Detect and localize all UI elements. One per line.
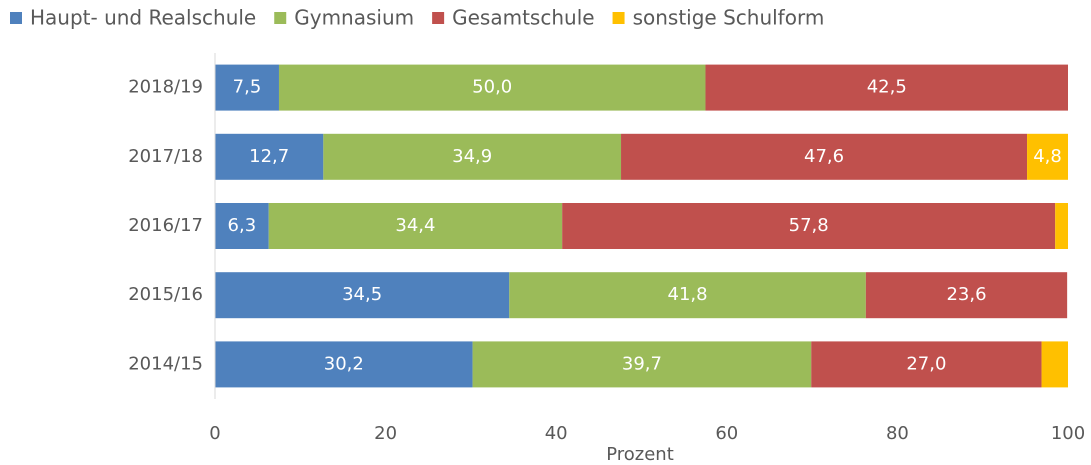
- x-tick-label: 80: [886, 423, 909, 444]
- x-tick-label: 60: [715, 423, 738, 444]
- legend-label: Gymnasium: [294, 6, 414, 30]
- value-label: 50,0: [472, 77, 512, 98]
- legend-swatch: [612, 12, 625, 24]
- value-label: 30,2: [324, 353, 364, 374]
- x-tick-label: 100: [1051, 423, 1085, 444]
- y-tick-label: 2015/16: [128, 284, 203, 305]
- bar-segment: [278, 64, 706, 111]
- bar-segment: [215, 341, 473, 388]
- legend-swatch: [432, 12, 445, 24]
- legend-swatch: [10, 12, 22, 24]
- value-label: 47,6: [804, 146, 844, 167]
- bar-segment: [865, 272, 1068, 319]
- bar-segment: [268, 203, 563, 249]
- legend-label: Gesamtschule: [452, 6, 594, 30]
- x-tick-label: 20: [374, 423, 397, 444]
- value-label: 34,5: [342, 284, 382, 305]
- value-label: 57,8: [789, 215, 829, 236]
- x-axis-label: Prozent: [606, 444, 674, 465]
- bar-segment: [1055, 203, 1068, 249]
- value-label: 4,8: [1033, 146, 1062, 167]
- value-label: 42,5: [867, 77, 907, 98]
- value-label: 12,7: [249, 146, 289, 167]
- y-tick-label: 2017/18: [128, 146, 203, 167]
- value-label: 34,4: [395, 215, 435, 236]
- x-tick-label: 40: [545, 423, 568, 444]
- bar-segment: [215, 64, 279, 111]
- x-tick-label: 0: [209, 423, 220, 444]
- bar-segment: [215, 203, 269, 249]
- bar-segment: [811, 341, 1042, 388]
- bar-segment: [562, 203, 1056, 249]
- bar-segment: [509, 272, 866, 319]
- value-label: 39,7: [622, 353, 662, 374]
- bar-segment: [1041, 341, 1068, 388]
- bar-segment: [323, 133, 622, 180]
- legend-label: sonstige Schulform: [633, 6, 825, 30]
- y-tick-label: 2018/19: [128, 77, 203, 98]
- value-label: 27,0: [906, 353, 946, 374]
- legend-swatch: [274, 12, 287, 24]
- value-label: 41,8: [668, 284, 708, 305]
- value-label: 6,3: [228, 215, 257, 236]
- y-tick-label: 2014/15: [128, 353, 203, 374]
- value-label: 34,9: [452, 146, 492, 167]
- value-label: 7,5: [233, 77, 262, 98]
- value-label: 23,6: [946, 284, 986, 305]
- y-tick-label: 2016/17: [128, 215, 203, 236]
- bar-segment: [215, 272, 510, 319]
- bar-segment: [621, 133, 1028, 180]
- bar-segment: [215, 133, 324, 180]
- bar-segment: [705, 64, 1068, 111]
- legend-label: Haupt- und Realschule: [30, 6, 256, 30]
- bar-segment: [472, 341, 812, 388]
- bar-segment: [1027, 133, 1068, 180]
